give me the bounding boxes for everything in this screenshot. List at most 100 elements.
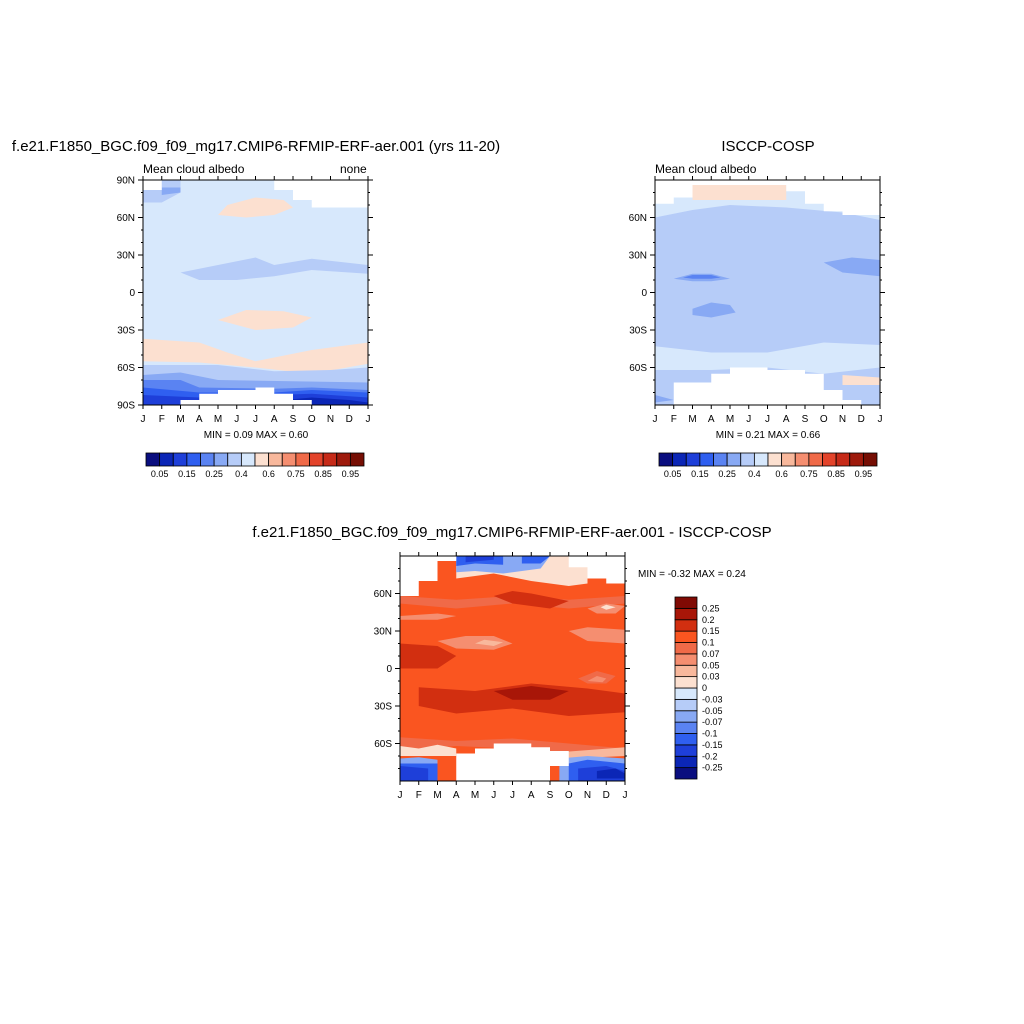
- y-tick-label: 60S: [629, 363, 647, 374]
- x-tick-label: A: [708, 414, 715, 425]
- colorbar-label: 0.4: [235, 469, 248, 479]
- x-tick-label: M: [433, 790, 441, 801]
- x-tick-label: S: [802, 414, 809, 425]
- x-tick-label: M: [471, 790, 479, 801]
- y-tick-label: 0: [386, 664, 392, 675]
- colorbar-box: [674, 755, 698, 769]
- contour-region: [596, 768, 625, 779]
- colorbar-label: 0.95: [342, 469, 360, 479]
- missing-data-region: [673, 367, 862, 405]
- x-tick-label: J: [141, 414, 146, 425]
- x-tick-label: J: [491, 790, 496, 801]
- colorbar-label: 0.85: [827, 469, 845, 479]
- y-tick-label: 90S: [117, 401, 135, 412]
- missing-data-region: [568, 556, 625, 584]
- right-string: none: [340, 162, 367, 176]
- min-max-label: MIN = -0.32 MAX = 0.24: [638, 569, 746, 580]
- contour-region: [400, 613, 457, 620]
- x-tick-label: D: [346, 414, 353, 425]
- contour-fields: [143, 180, 368, 405]
- panel-diff: f.e21.F1850_BGC.f09_f09_mg17.CMIP6-RFMIP…: [0, 0, 1024, 580]
- y-tick-label: 60S: [374, 739, 392, 750]
- contour-region: [161, 187, 181, 195]
- colorbar-box: [674, 596, 698, 609]
- colorbar-box: [674, 744, 698, 757]
- contour-region: [475, 639, 504, 646]
- contour-region: [218, 310, 312, 330]
- x-tick-label: M: [176, 414, 184, 425]
- colorbar-box: [674, 642, 698, 655]
- contour-region: [437, 636, 513, 650]
- colorbar-label: 0: [702, 683, 707, 693]
- contour-region: [559, 747, 625, 759]
- contour-region: [400, 766, 429, 781]
- x-tick-label: J: [253, 414, 258, 425]
- colorbar-label: 0.75: [800, 469, 818, 479]
- x-tick-label: J: [398, 790, 403, 801]
- x-tick-label: N: [584, 790, 591, 801]
- colorbar-label: -0.05: [702, 706, 723, 716]
- contour-fields: [400, 556, 625, 781]
- x-tick-label: N: [327, 414, 334, 425]
- left-string: Mean cloud albedo: [143, 162, 245, 176]
- contour-region: [655, 342, 880, 374]
- colorbar-label: 0.25: [205, 469, 223, 479]
- colorbar-box: [674, 733, 698, 746]
- x-tick-label: J: [878, 414, 883, 425]
- colorbar-label: 0.85: [314, 469, 332, 479]
- x-tick-label: J: [653, 414, 658, 425]
- contour-region: [655, 395, 674, 403]
- colorbar-label: 0.25: [702, 603, 720, 613]
- colorbar-box: [674, 653, 698, 666]
- contour-region: [493, 591, 569, 609]
- colorbar-label: 0.6: [262, 469, 275, 479]
- colorbar-box: [674, 698, 698, 712]
- missing-data-region: [456, 743, 569, 781]
- y-tick-label: 30S: [117, 326, 135, 337]
- panel-model: f.e21.F1850_BGC.f09_f09_mg17.CMIP6-RFMIP…: [0, 0, 1024, 441]
- y-tick-label: 60N: [117, 213, 135, 224]
- missing-data-region: [400, 556, 457, 596]
- left-string: Mean cloud albedo: [655, 162, 757, 176]
- contour-region: [218, 197, 293, 218]
- contour-region: [683, 275, 721, 279]
- colorbar-box: [674, 607, 698, 621]
- contour-region: [692, 302, 736, 318]
- missing-data-region: [180, 387, 312, 405]
- x-tick-label: J: [746, 414, 751, 425]
- colorbar-label: 0.15: [178, 469, 196, 479]
- contour-region: [493, 686, 569, 700]
- contour-region: [692, 185, 787, 200]
- contour-region: [587, 676, 607, 683]
- colorbar-box: [862, 452, 878, 467]
- panel-title: f.e21.F1850_BGC.f09_f09_mg17.CMIP6-RFMIP…: [11, 138, 501, 155]
- colorbar-label: -0.03: [702, 694, 723, 704]
- contour-region: [842, 375, 880, 385]
- x-tick-label: N: [839, 414, 846, 425]
- contour-region: [568, 627, 625, 644]
- colorbar-label: 0.1: [702, 638, 715, 648]
- contour-region: [521, 556, 550, 564]
- colorbar-label: -0.07: [702, 717, 723, 727]
- x-tick-label: A: [453, 790, 460, 801]
- y-tick-label: 30N: [374, 627, 392, 638]
- colorbar-box: [674, 721, 698, 734]
- colorbar-label: 0.05: [151, 469, 169, 479]
- x-tick-label: J: [234, 414, 239, 425]
- colorbar-label: 0.05: [664, 469, 682, 479]
- x-tick-label: M: [726, 414, 734, 425]
- x-tick-label: F: [416, 790, 422, 801]
- contour-region: [600, 604, 616, 610]
- colorbar-label: 0.2: [702, 615, 715, 625]
- panel-title: ISCCP-COSP: [721, 138, 815, 155]
- x-tick-label: J: [510, 790, 515, 801]
- x-tick-label: S: [547, 790, 554, 801]
- colorbar-label: -0.15: [702, 740, 723, 750]
- contour-region: [465, 556, 494, 563]
- min-max-label: MIN = 0.21 MAX = 0.66: [715, 430, 821, 441]
- y-tick-label: 30N: [629, 251, 647, 262]
- x-tick-label: A: [196, 414, 203, 425]
